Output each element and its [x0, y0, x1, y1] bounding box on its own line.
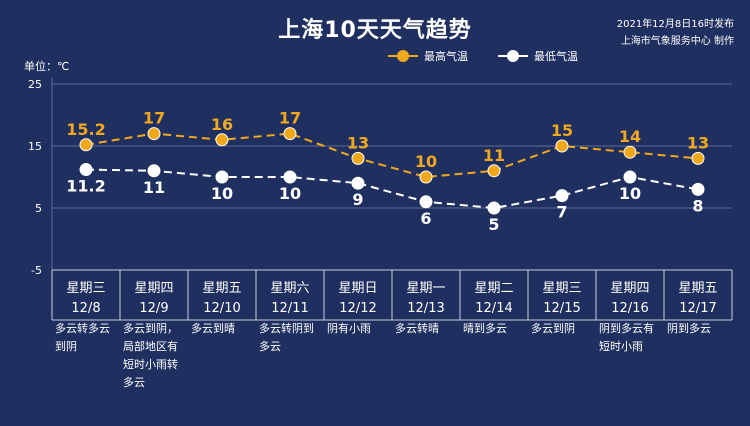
data-point-low — [79, 163, 93, 177]
legend-swatch-low — [498, 50, 528, 62]
legend-label-low: 最低气温 — [534, 50, 578, 63]
y-tick-label: 25 — [28, 78, 42, 91]
x-date-label: 12/15 — [543, 301, 580, 316]
data-point-high — [623, 145, 637, 159]
legend-swatch-high — [388, 50, 418, 62]
data-label-low: 5 — [488, 215, 499, 234]
data-label-high: 15.2 — [66, 120, 105, 139]
data-point-high — [487, 164, 501, 178]
data-label-low: 11.2 — [66, 177, 105, 196]
x-date-label: 12/17 — [679, 301, 716, 316]
data-point-low — [487, 201, 501, 215]
legend-item-high: 最高气温 — [388, 48, 468, 64]
weather-desc: 阴到多云有短时小雨 — [599, 322, 654, 353]
data-point-high — [351, 151, 365, 165]
data-point-high — [419, 170, 433, 184]
x-weekday-label: 星期日 — [338, 281, 377, 296]
data-label-high: 17 — [143, 109, 165, 128]
data-label-high: 14 — [619, 127, 641, 146]
x-weekday-label: 星期二 — [474, 281, 513, 296]
data-label-low: 10 — [211, 184, 233, 203]
data-label-high: 13 — [687, 133, 709, 152]
data-label-low: 10 — [619, 184, 641, 203]
y-tick-label: 5 — [35, 202, 42, 215]
data-label-high: 13 — [347, 133, 369, 152]
data-label-high: 15 — [551, 121, 573, 140]
x-weekday-label: 星期四 — [134, 281, 173, 296]
weather-desc: 多云转多云到阴 — [55, 322, 110, 353]
data-point-high — [79, 138, 93, 152]
publisher: 上海市气象服务中心 制作 — [620, 36, 734, 47]
data-point-high — [147, 127, 161, 141]
x-weekday-label: 星期一 — [406, 281, 445, 296]
data-label-low: 8 — [692, 196, 703, 215]
x-date-label: 12/14 — [475, 301, 512, 316]
data-point-low — [215, 170, 229, 184]
publish-info: 2021年12月8日16时发布 上海市气象服务中心 制作 — [617, 16, 734, 50]
y-tick-label: 15 — [28, 140, 42, 153]
weather-desc: 阴到多云 — [667, 322, 711, 335]
weather-desc: 多云转晴 — [395, 322, 439, 335]
data-label-high: 17 — [279, 109, 301, 128]
weather-desc: 多云转阴到多云 — [259, 322, 314, 353]
data-point-low — [147, 164, 161, 178]
data-point-low — [351, 176, 365, 190]
x-date-label: 12/10 — [203, 301, 240, 316]
chart-legend: 最高气温 最低气温 — [388, 48, 608, 64]
weather-desc: 晴到多云 — [463, 322, 507, 335]
data-point-high — [215, 133, 229, 147]
data-label-high: 11 — [483, 146, 505, 165]
weather-desc: 阴有小雨 — [327, 322, 371, 335]
legend-item-low: 最低气温 — [498, 48, 578, 64]
x-date-label: 12/16 — [611, 301, 648, 316]
x-weekday-label: 星期五 — [678, 281, 717, 296]
data-point-low — [283, 170, 297, 184]
x-date-label: 12/8 — [71, 301, 100, 316]
x-weekday-label: 星期四 — [610, 281, 649, 296]
y-tick-label: -5 — [31, 264, 42, 277]
weather-desc: 多云到阴 — [531, 322, 575, 335]
x-weekday-label: 星期五 — [202, 281, 241, 296]
data-point-low — [419, 195, 433, 209]
data-label-high: 16 — [211, 115, 233, 134]
x-date-label: 12/11 — [271, 301, 308, 316]
data-point-low — [555, 189, 569, 203]
data-point-high — [283, 127, 297, 141]
weather-desc: 多云到阴，局部地区有短时小雨转多云 — [123, 322, 178, 389]
data-point-low — [623, 170, 637, 184]
data-label-low: 7 — [556, 203, 567, 222]
x-date-label: 12/12 — [339, 301, 376, 316]
x-weekday-label: 星期三 — [66, 281, 105, 296]
data-point-high — [555, 139, 569, 153]
x-date-label: 12/9 — [139, 301, 168, 316]
unit-label: 单位：℃ — [24, 60, 70, 73]
x-weekday-label: 星期六 — [270, 281, 309, 296]
weather-desc: 多云到晴 — [191, 322, 235, 335]
weather-descriptions: 多云转多云到阴 多云到阴，局部地区有短时小雨转多云 多云到晴 多云转阴到多云 阴有小雨 多… — [52, 320, 732, 420]
data-label-low: 9 — [352, 190, 363, 209]
series-line-high — [85, 132, 699, 179]
x-weekday-label: 星期三 — [542, 281, 581, 296]
series-line-low — [85, 168, 699, 210]
data-point-low — [691, 182, 705, 196]
data-label-high: 10 — [415, 152, 437, 171]
x-date-label: 12/13 — [407, 301, 444, 316]
data-label-low: 10 — [279, 184, 301, 203]
publish-time: 2021年12月8日16时发布 — [616, 19, 734, 30]
data-label-low: 6 — [420, 209, 431, 228]
data-label-low: 11 — [143, 178, 165, 197]
page-title: 上海10天天气趋势 — [278, 18, 472, 43]
legend-label-high: 最高气温 — [424, 50, 468, 63]
data-point-high — [691, 151, 705, 165]
